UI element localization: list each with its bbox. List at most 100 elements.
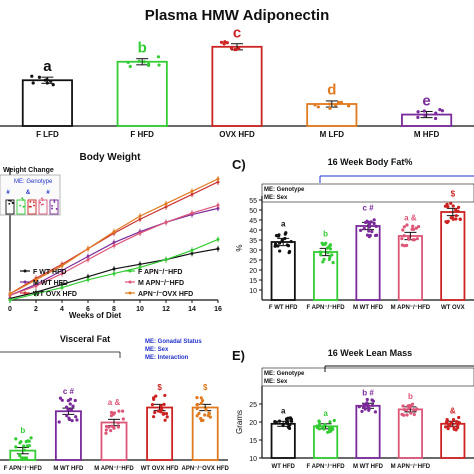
data-point [411, 227, 416, 231]
series-point [216, 203, 220, 207]
y-tick-label: 10 [249, 288, 257, 295]
legend-swatch-point [128, 269, 132, 273]
series-point [60, 264, 64, 268]
data-point [458, 217, 462, 221]
annotation-line: ME: Sex [145, 347, 169, 353]
data-point [68, 408, 72, 412]
series-point [60, 268, 64, 272]
category-label: M APN⁻/⁻HFD [391, 305, 431, 311]
y-tick-label: 25 [249, 402, 257, 409]
significance-letter: b [20, 426, 25, 435]
data-point [364, 220, 368, 225]
data-point [433, 116, 438, 121]
bar [211, 45, 263, 127]
data-point [402, 244, 407, 248]
y-axis-label: % [235, 244, 244, 251]
data-point [402, 407, 407, 412]
x-tick-label: 14 [188, 306, 196, 313]
data-point [137, 59, 141, 63]
legend-label: F WT HFD [33, 269, 66, 276]
significance-letter: d [327, 82, 336, 99]
chart-title: 16 Week Lean Mass [328, 348, 412, 358]
annotation-line: ME: Interaction [145, 355, 189, 361]
panel-body-fat: C) 16 Week Body Fat% ME: Genotype ME: Sex 10… [232, 157, 474, 311]
category-label: F WT HFD [269, 305, 298, 311]
annotation-line: ME: Sex [264, 379, 288, 385]
data-point [24, 439, 28, 444]
significance-letter: $ [203, 383, 208, 392]
series-point [34, 284, 38, 288]
data-point [70, 418, 74, 423]
data-point [237, 46, 241, 51]
bar [116, 60, 168, 127]
data-point [151, 415, 156, 419]
significance-letter: a & [404, 214, 417, 223]
bar [270, 422, 296, 459]
data-point [374, 224, 378, 228]
significance-letter: a [43, 58, 52, 75]
inset-point [41, 199, 44, 201]
category-label: WT HFD [272, 464, 296, 470]
data-point [445, 418, 449, 422]
data-point [199, 418, 204, 423]
data-point [204, 408, 208, 412]
data-point [18, 454, 22, 458]
legend-label: M APN⁻/⁻HFD [138, 280, 184, 287]
chart-title: Visceral Fat [60, 334, 110, 344]
y-tick-label: 55 [249, 198, 257, 205]
data-point [164, 412, 169, 416]
data-point [402, 225, 406, 229]
y-tick-label: 35 [249, 238, 257, 245]
data-point [322, 257, 326, 261]
inset-point [32, 201, 35, 204]
data-point [371, 399, 375, 403]
category-label: F APN⁻/⁻HFD [4, 466, 43, 472]
data-point [156, 55, 161, 59]
data-point [207, 412, 212, 416]
data-point [367, 225, 372, 229]
series-point [216, 206, 220, 210]
data-point [273, 242, 278, 246]
data-point [327, 257, 332, 261]
data-point [195, 403, 200, 407]
bar [355, 404, 381, 459]
data-point [142, 60, 147, 64]
data-point [440, 109, 444, 113]
inset-point [40, 197, 43, 200]
data-point [316, 105, 320, 109]
series-point [164, 220, 168, 224]
data-point [407, 406, 411, 410]
data-point [104, 428, 108, 432]
annotation-line: ME: Genotype [264, 371, 305, 377]
y-tick-label: 20 [249, 268, 257, 275]
significance-letter: a [281, 220, 286, 229]
data-point [283, 232, 287, 236]
bar [397, 408, 423, 459]
data-point [365, 401, 369, 405]
data-point [64, 405, 69, 409]
bar [21, 79, 73, 127]
data-point [423, 113, 427, 117]
series-point [60, 286, 64, 290]
data-point [330, 253, 334, 257]
data-point [121, 409, 125, 413]
data-point [452, 427, 456, 431]
annotation-frame [261, 183, 474, 203]
data-point [73, 398, 77, 403]
inset-bar [27, 199, 37, 215]
data-point [152, 396, 156, 400]
legend-swatch-point [128, 280, 132, 284]
data-point [400, 237, 404, 241]
data-point [362, 405, 366, 409]
data-point [222, 42, 226, 46]
data-point [117, 409, 121, 413]
annotation-frame [261, 367, 474, 387]
data-point [109, 410, 114, 415]
category-label: F APN⁻/⁻HFD [307, 464, 346, 470]
data-point [65, 414, 69, 418]
data-point [51, 83, 55, 87]
series-point [138, 262, 142, 266]
data-point [195, 414, 199, 418]
data-point [281, 423, 285, 428]
category-label: F LFD [36, 130, 59, 139]
